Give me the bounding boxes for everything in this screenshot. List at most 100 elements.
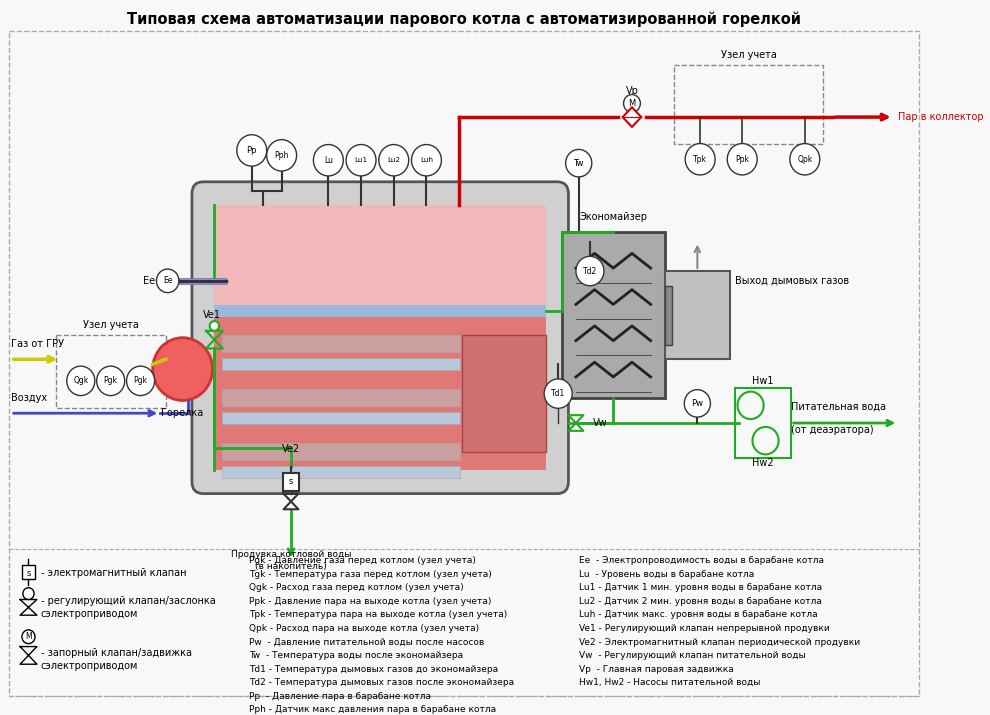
Circle shape	[266, 139, 297, 171]
Text: Qgk - Расход газа перед котлом (узел учета): Qgk - Расход газа перед котлом (узел уче…	[248, 583, 463, 593]
Bar	[674, 65, 824, 144]
Text: Pph: Pph	[274, 151, 289, 160]
Bar	[215, 317, 546, 470]
Text: Qgk: Qgk	[73, 376, 88, 385]
Circle shape	[544, 379, 572, 408]
Bar	[222, 443, 460, 460]
Text: Qpk: Qpk	[797, 154, 813, 164]
Text: (в накопитель): (в накопитель)	[255, 562, 327, 571]
Text: Ve1 - Регулирующий клапан непрерывной продувки: Ve1 - Регулирующий клапан непрерывной пр…	[579, 624, 830, 633]
Circle shape	[379, 144, 409, 176]
Text: Vw  - Регулирующий клапан питательной воды: Vw - Регулирующий клапан питательной вод…	[579, 651, 805, 660]
Text: s: s	[289, 478, 293, 486]
Text: Воздух: Воздух	[11, 393, 47, 403]
Bar	[664, 271, 730, 359]
Text: Vp: Vp	[626, 86, 639, 96]
Circle shape	[97, 366, 125, 395]
Text: Hw1, Hw2 - Насосы питательной воды: Hw1, Hw2 - Насосы питательной воды	[579, 678, 760, 687]
Circle shape	[127, 366, 154, 395]
Text: Ve1: Ve1	[203, 310, 221, 320]
Text: Ve2: Ve2	[282, 445, 300, 455]
Text: Tpk - Температура пара на выходе котла (узел учета): Tpk - Температура пара на выходе котла (…	[248, 611, 507, 619]
Text: Lu2 - Датчик 2 мин. уровня воды в барабане котла: Lu2 - Датчик 2 мин. уровня воды в бараба…	[579, 597, 822, 606]
Text: Lu  - Уровень воды в барабане котла: Lu - Уровень воды в барабане котла	[579, 570, 754, 579]
Text: Продувка котловой воды: Продувка котловой воды	[231, 551, 351, 559]
Text: Ee  - Электропроводимость воды в барабане котла: Ee - Электропроводимость воды в барабане…	[579, 556, 824, 566]
Text: Экономайзер: Экономайзер	[579, 212, 647, 222]
Text: Lu2: Lu2	[387, 157, 400, 163]
Text: Ee: Ee	[163, 276, 172, 285]
Bar	[215, 205, 546, 305]
Text: Pgk: Pgk	[104, 376, 118, 385]
Circle shape	[790, 144, 820, 175]
Text: Pw  - Давление питательной воды после насосов: Pw - Давление питательной воды после нас…	[248, 638, 484, 646]
Text: Vw: Vw	[593, 418, 607, 428]
Text: M: M	[25, 632, 32, 641]
Circle shape	[624, 94, 641, 112]
Bar	[222, 466, 460, 478]
Bar	[462, 335, 546, 453]
Text: Узел учета: Узел учета	[721, 50, 777, 60]
Circle shape	[156, 269, 179, 292]
Bar	[222, 413, 460, 424]
Text: сэлектроприводом: сэлектроприводом	[41, 609, 138, 619]
Text: s: s	[27, 568, 31, 578]
Bar	[222, 358, 460, 370]
Bar	[664, 286, 672, 345]
FancyBboxPatch shape	[192, 182, 568, 493]
Text: Tpk: Tpk	[693, 154, 707, 164]
Text: Ee: Ee	[144, 276, 155, 286]
Circle shape	[728, 144, 757, 175]
Polygon shape	[623, 107, 642, 127]
Text: сэлектроприводом: сэлектроприводом	[41, 661, 138, 671]
Text: Qpk - Расход пара на выходе котла (узел учета): Qpk - Расход пара на выходе котла (узел …	[248, 624, 479, 633]
Text: Hw2: Hw2	[752, 458, 773, 468]
Circle shape	[152, 337, 213, 400]
Text: - запорный клапан/задвижка: - запорный клапан/задвижка	[41, 649, 192, 659]
Bar	[562, 232, 664, 398]
Circle shape	[22, 630, 35, 644]
Circle shape	[346, 144, 376, 176]
Text: Выход дымовых газов: Выход дымовых газов	[735, 276, 848, 286]
Circle shape	[210, 321, 219, 331]
Bar	[55, 335, 165, 408]
Text: Lu1 - Датчик 1 мин. уровня воды в барабане котла: Lu1 - Датчик 1 мин. уровня воды в бараба…	[579, 583, 822, 593]
Text: Pp  - Давление пара в барабане котла: Pp - Давление пара в барабане котла	[248, 691, 431, 701]
Text: Ve2 - Электромагнитный клапан периодической продувки: Ve2 - Электромагнитный клапан периодичес…	[579, 638, 860, 646]
Text: M: M	[629, 99, 636, 108]
Text: Luh - Датчик макс. уровня воды в барабане котла: Luh - Датчик макс. уровня воды в барабан…	[579, 611, 818, 619]
Text: Pgk - Давление газа перед котлом (узел учета): Pgk - Давление газа перед котлом (узел у…	[248, 556, 476, 566]
Bar	[215, 305, 546, 317]
Bar	[213, 359, 215, 379]
Text: - регулирующий клапан/заслонка: - регулирующий клапан/заслонка	[41, 596, 216, 606]
Bar	[22, 565, 35, 579]
Circle shape	[23, 588, 34, 599]
Circle shape	[314, 144, 344, 176]
Text: Td1: Td1	[551, 389, 565, 398]
Bar	[282, 473, 299, 490]
Text: Pp: Pp	[247, 146, 257, 155]
Text: Tw  - Температура воды после экономайзера: Tw - Температура воды после экономайзера	[248, 651, 463, 660]
Circle shape	[684, 390, 711, 417]
Text: Pgk: Pgk	[134, 376, 148, 385]
Text: Pw: Pw	[691, 399, 703, 408]
Bar	[179, 278, 226, 284]
Text: Luh: Luh	[420, 157, 433, 163]
Text: Горелка: Горелка	[161, 408, 204, 418]
Text: Пар в коллектор: Пар в коллектор	[898, 112, 984, 122]
Text: Pph - Датчик макс давления пара в барабане котла: Pph - Датчик макс давления пара в бараба…	[248, 705, 496, 714]
Text: Ppk: Ppk	[736, 154, 749, 164]
Text: Tw: Tw	[573, 159, 584, 168]
Text: Lu1: Lu1	[354, 157, 367, 163]
Circle shape	[412, 144, 442, 176]
Text: Td1 - Температура дымовых газов до экономайзера: Td1 - Температура дымовых газов до эконо…	[248, 665, 498, 674]
Text: - электромагнитный клапан: - электромагнитный клапан	[41, 568, 186, 578]
Circle shape	[685, 144, 715, 175]
Bar	[735, 388, 791, 458]
Text: Питательная вода: Питательная вода	[791, 401, 886, 411]
Text: Td2 - Температура дымовых газов после экономайзера: Td2 - Температура дымовых газов после эк…	[248, 678, 514, 687]
Text: Узел учета: Узел учета	[83, 320, 139, 330]
Bar	[222, 389, 460, 406]
Text: Tgk - Температура газа перед котлом (узел учета): Tgk - Температура газа перед котлом (узе…	[248, 570, 492, 579]
Text: Td2: Td2	[583, 267, 597, 275]
